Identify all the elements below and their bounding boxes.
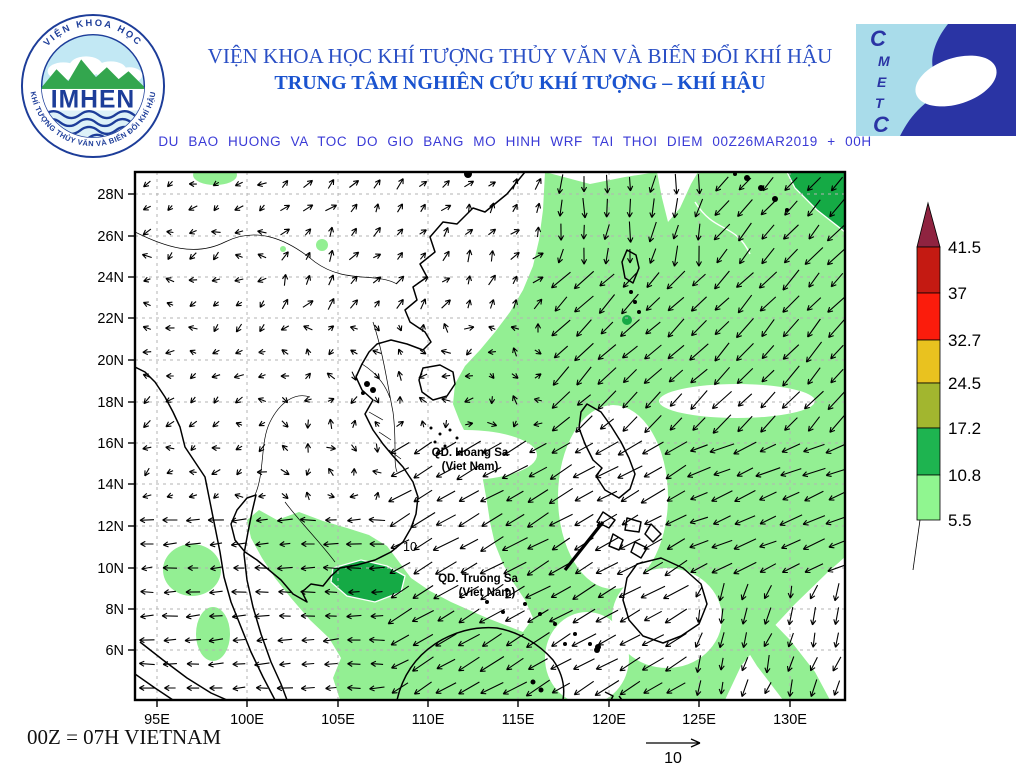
map-labels: QD. Hoang Sa (Viet Nam) QD. Truong Sa (Viet… bbox=[403, 447, 518, 599]
colorbar-segment bbox=[916, 427, 941, 476]
org-title-line1: VIỆN KHOA HỌC KHÍ TƯỢNG THỦY VĂN VÀ BIẾN… bbox=[207, 44, 833, 68]
imhen-logo: IMHEN VIỆN KHOA HỌC KHÍ TƯỢNG THỦY VĂN V… bbox=[20, 13, 166, 159]
colorbar-segment bbox=[916, 246, 941, 294]
y-axis-label: 8N bbox=[105, 602, 124, 618]
island-label: QD. Truong Sa bbox=[438, 573, 518, 585]
imhen-art: IMHEN bbox=[41, 56, 145, 138]
colorbar-label: 10.8 bbox=[948, 466, 981, 485]
imhen-wordmark: IMHEN bbox=[51, 87, 135, 114]
colorbar-tip bbox=[916, 201, 941, 248]
x-axis-label: 95E bbox=[144, 712, 170, 728]
colorbar-segment bbox=[916, 474, 941, 521]
island-label: (Viet Nam) bbox=[459, 587, 516, 599]
y-axis-label: 12N bbox=[97, 519, 124, 535]
y-axis-label: 18N bbox=[97, 395, 124, 411]
small-islands bbox=[361, 172, 789, 693]
colorbar-label: 41.5 bbox=[948, 238, 981, 257]
colorbar-label: 5.5 bbox=[948, 511, 972, 530]
cmetc-letter-m: M bbox=[878, 53, 890, 69]
x-axis-label: 110E bbox=[412, 712, 445, 728]
timezone-note: 00Z = 07H VIETNAM bbox=[27, 725, 222, 749]
colorbar-label: 37 bbox=[948, 284, 967, 303]
x-axis-label: 125E bbox=[682, 712, 716, 728]
coastlines bbox=[135, 172, 708, 700]
y-axis-label: 20N bbox=[97, 353, 124, 369]
y-axis-label: 26N bbox=[97, 229, 124, 245]
colorbar-segment bbox=[916, 292, 941, 341]
wind-speed-colorbar: 41.5 37 32.7 24.5 17.2 10.8 5.5 bbox=[900, 185, 1020, 600]
colorbar-label: 24.5 bbox=[948, 374, 981, 393]
y-axis-label: 10N bbox=[97, 561, 124, 577]
x-axis-label: 120E bbox=[592, 712, 626, 728]
map-frame bbox=[133, 170, 847, 702]
colorbar-segment bbox=[916, 382, 941, 429]
wind-arrows bbox=[139, 173, 845, 698]
y-axis-label: 24N bbox=[97, 270, 124, 286]
cmetc-letter-c1: C bbox=[870, 26, 887, 51]
axes: 28N 26N 24N 22N 20N 18N 16N 14N 12N 10N 8N 6N 95E 100… bbox=[97, 187, 807, 728]
reference-arrow-icon bbox=[646, 738, 701, 748]
colorbar-segment bbox=[916, 339, 941, 384]
island-label: QD. Hoang Sa bbox=[432, 447, 509, 459]
cmetc-letter-e: E bbox=[877, 74, 887, 90]
cmetc-letters: C M E T C bbox=[870, 26, 890, 136]
y-axis-label: 6N bbox=[105, 643, 124, 659]
cmetc-letter-t: T bbox=[875, 95, 885, 111]
colorbar-tail bbox=[912, 519, 921, 571]
island-label: (Viet Nam) bbox=[442, 461, 499, 473]
imhen-mountains bbox=[41, 59, 145, 91]
wind-map: QD. Hoang Sa (Viet Nam) QD. Truong Sa (Viet… bbox=[90, 160, 880, 745]
map-canvas: QD. Hoang Sa (Viet Nam) QD. Truong Sa (Viet… bbox=[97, 170, 847, 728]
y-axis-label: 22N bbox=[97, 311, 124, 327]
colorbar-label: 17.2 bbox=[948, 419, 981, 438]
reference-vector: 10 bbox=[646, 738, 701, 767]
colorbar-label: 32.7 bbox=[948, 331, 981, 350]
x-axis-label: 130E bbox=[773, 712, 807, 728]
x-axis-label: 115E bbox=[502, 712, 535, 728]
y-axis-label: 14N bbox=[97, 477, 124, 493]
contour-label: 10 bbox=[403, 540, 417, 554]
cmetc-letter-c2: C bbox=[873, 112, 890, 136]
y-axis-label: 16N bbox=[97, 436, 124, 452]
y-axis-label: 28N bbox=[97, 187, 124, 203]
map-forecast-title: DU BAO HUONG VA TOC DO GIO BANG MO HINH … bbox=[158, 134, 872, 149]
x-axis-label: 100E bbox=[230, 712, 264, 728]
org-title-line2: TRUNG TÂM NGHIÊN CỨU KHÍ TƯỢNG – KHÍ HẬU bbox=[274, 72, 766, 94]
x-axis-label: 105E bbox=[321, 712, 355, 728]
cmetc-logo: C M E T C bbox=[856, 24, 1016, 136]
reference-arrow-label: 10 bbox=[664, 750, 682, 767]
